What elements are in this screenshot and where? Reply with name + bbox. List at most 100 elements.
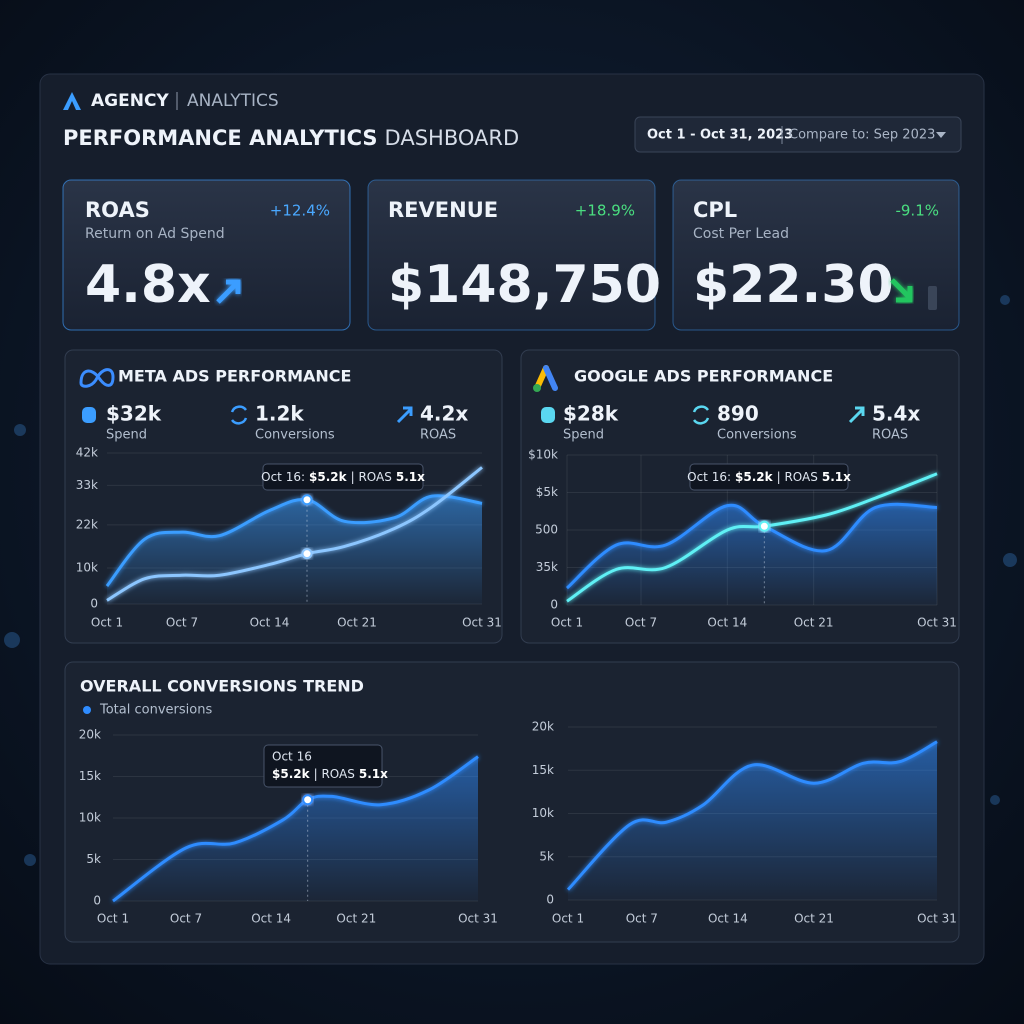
x-tick-label: Oct 14 xyxy=(707,616,747,630)
kpi-change: -9.1% xyxy=(895,202,939,220)
tooltip-roas: 5.1x xyxy=(359,767,388,781)
tooltip-label: | ROAS xyxy=(314,767,355,781)
y-tick-label: 10k xyxy=(532,806,554,820)
x-tick-label: Oct 7 xyxy=(170,912,202,926)
title-light: DASHBOARD xyxy=(385,126,520,150)
area xyxy=(113,756,478,901)
tooltip: Oct 16: $5.2k | ROAS 5.1x xyxy=(261,463,425,491)
tooltip-roas: 5.1x xyxy=(396,470,425,484)
y-tick-label: 5k xyxy=(86,852,101,866)
spend-icon xyxy=(541,407,555,423)
x-tick-label: Oct 21 xyxy=(794,912,834,926)
x-tick-label: Oct 21 xyxy=(337,616,377,630)
hover-point xyxy=(301,548,313,560)
tooltip-label: | ROAS xyxy=(777,470,818,484)
meta-icon xyxy=(79,368,115,388)
y-tick-label: 33k xyxy=(76,478,98,492)
y-tick-label: $10k xyxy=(528,448,558,462)
kpi-subtitle: Return on Ad Spend xyxy=(85,226,225,242)
stat-label: Conversions xyxy=(717,428,797,443)
y-tick-label: 10k xyxy=(79,811,101,825)
y-tick-label: 0 xyxy=(90,597,98,611)
x-tick-label: Oct 1 xyxy=(91,616,123,630)
kpi-card: CPL Cost Per Lead -9.1% $22.30 xyxy=(672,179,960,331)
x-tick-label: Oct 31 xyxy=(917,912,957,926)
stat-label: Spend xyxy=(106,428,147,443)
x-tick-label: Oct 31 xyxy=(462,616,502,630)
roas-icon xyxy=(848,406,865,424)
stat-value: $28k xyxy=(563,402,619,426)
spend-icon xyxy=(82,407,96,423)
stat-value: 1.2k xyxy=(255,402,304,426)
stat-value: 4.2x xyxy=(420,402,468,426)
tooltip-value: $5.2k xyxy=(735,470,774,484)
kpi-change: +18.9% xyxy=(575,202,635,220)
x-tick-label: Oct 14 xyxy=(251,912,291,926)
y-tick-label: 5k xyxy=(539,849,554,863)
tooltip-text: $5.2k | ROAS 5.1x xyxy=(272,767,388,781)
y-tick-label: 500 xyxy=(535,523,558,537)
plots: 0 10k 22k 33k 42k Oct 1 Oct 7 Oct 14 Oct 21 Oct 3… xyxy=(76,446,957,926)
y-tick-label: 20k xyxy=(79,728,101,742)
tooltip-text: Oct 16: $5.2k | ROAS 5.1x xyxy=(687,470,851,484)
legend-label: Total conversions xyxy=(99,703,212,718)
hover-point xyxy=(301,494,313,506)
dropdown-arrow[interactable] xyxy=(936,132,946,138)
bokeh xyxy=(4,295,1017,866)
y-tick-label: 15k xyxy=(79,769,101,783)
kpi-change: +12.4% xyxy=(270,202,330,220)
line xyxy=(565,502,938,590)
chart: 0 5k 10k 15k 20k Oct 1 Oct 7 Oct 14 Oct 21 Oct 31… xyxy=(79,728,498,926)
panel-title: GOOGLE ADS PERFORMANCE xyxy=(574,367,833,386)
tooltip-bg xyxy=(263,744,383,788)
logo xyxy=(63,92,81,110)
x-tick-label: Oct 1 xyxy=(551,616,583,630)
line xyxy=(566,472,938,603)
tooltip: Oct 16 $5.2k | ROAS 5.1x xyxy=(263,744,388,788)
card-bg xyxy=(62,179,351,331)
kpi-value: $22.30 xyxy=(693,255,894,315)
x-tick-label: Oct 1 xyxy=(552,912,584,926)
area xyxy=(568,741,937,900)
tooltip-date: Oct 16: xyxy=(687,470,731,484)
line xyxy=(106,466,483,602)
kpi-value: 4.8x xyxy=(85,255,211,315)
hover-point xyxy=(302,794,314,806)
x-tick-label: Oct 7 xyxy=(166,616,198,630)
conversions-icon xyxy=(230,405,248,425)
title-bold: PERFORMANCE ANALYTICS xyxy=(63,126,378,150)
tooltip-value: $5.2k xyxy=(309,470,348,484)
tooltip-value: $5.2k xyxy=(272,767,311,781)
compare-label[interactable]: Compare to: Sep 2023 xyxy=(789,128,935,143)
date-range[interactable]: Oct 1 - Oct 31, 2023 xyxy=(647,128,793,143)
tooltip-roas: 5.1x xyxy=(822,470,851,484)
x-tick-label: Oct 14 xyxy=(250,616,290,630)
roas-icon xyxy=(396,406,413,424)
kpi-card: REVENUE +18.9% $148,750 xyxy=(367,179,661,331)
kpi-value: $148,750 xyxy=(388,255,661,315)
tooltip: Oct 16: $5.2k | ROAS 5.1x xyxy=(687,463,851,491)
y-tick-label: 35k xyxy=(536,560,558,574)
y-tick-label: 0 xyxy=(546,893,554,907)
x-tick-label: Oct 21 xyxy=(336,912,376,926)
chart: 0 10k 22k 33k 42k Oct 1 Oct 7 Oct 14 Oct 21 Oct 3… xyxy=(76,446,502,630)
date-picker[interactable] xyxy=(634,116,962,153)
card-bg xyxy=(367,179,656,331)
tooltip-bg xyxy=(689,463,849,491)
area xyxy=(567,504,937,605)
stat-label: ROAS xyxy=(872,428,908,443)
stat-value: 890 xyxy=(717,402,759,426)
page-title: PERFORMANCE ANALYTICS DASHBOARD xyxy=(63,126,519,150)
stat-label: Spend xyxy=(563,428,604,443)
x-tick-label: Oct 7 xyxy=(625,616,657,630)
y-tick-label: 20k xyxy=(532,720,554,734)
tooltip-date: Oct 16: xyxy=(261,470,305,484)
stat-value: 5.4x xyxy=(872,402,920,426)
y-tick-label: 10k xyxy=(76,561,98,575)
tooltip-label: | ROAS xyxy=(351,470,392,484)
x-tick-label: Oct 1 xyxy=(97,912,129,926)
x-tick-label: Oct 7 xyxy=(626,912,658,926)
line xyxy=(566,740,938,891)
kpi-subtitle: Cost Per Lead xyxy=(693,226,789,242)
